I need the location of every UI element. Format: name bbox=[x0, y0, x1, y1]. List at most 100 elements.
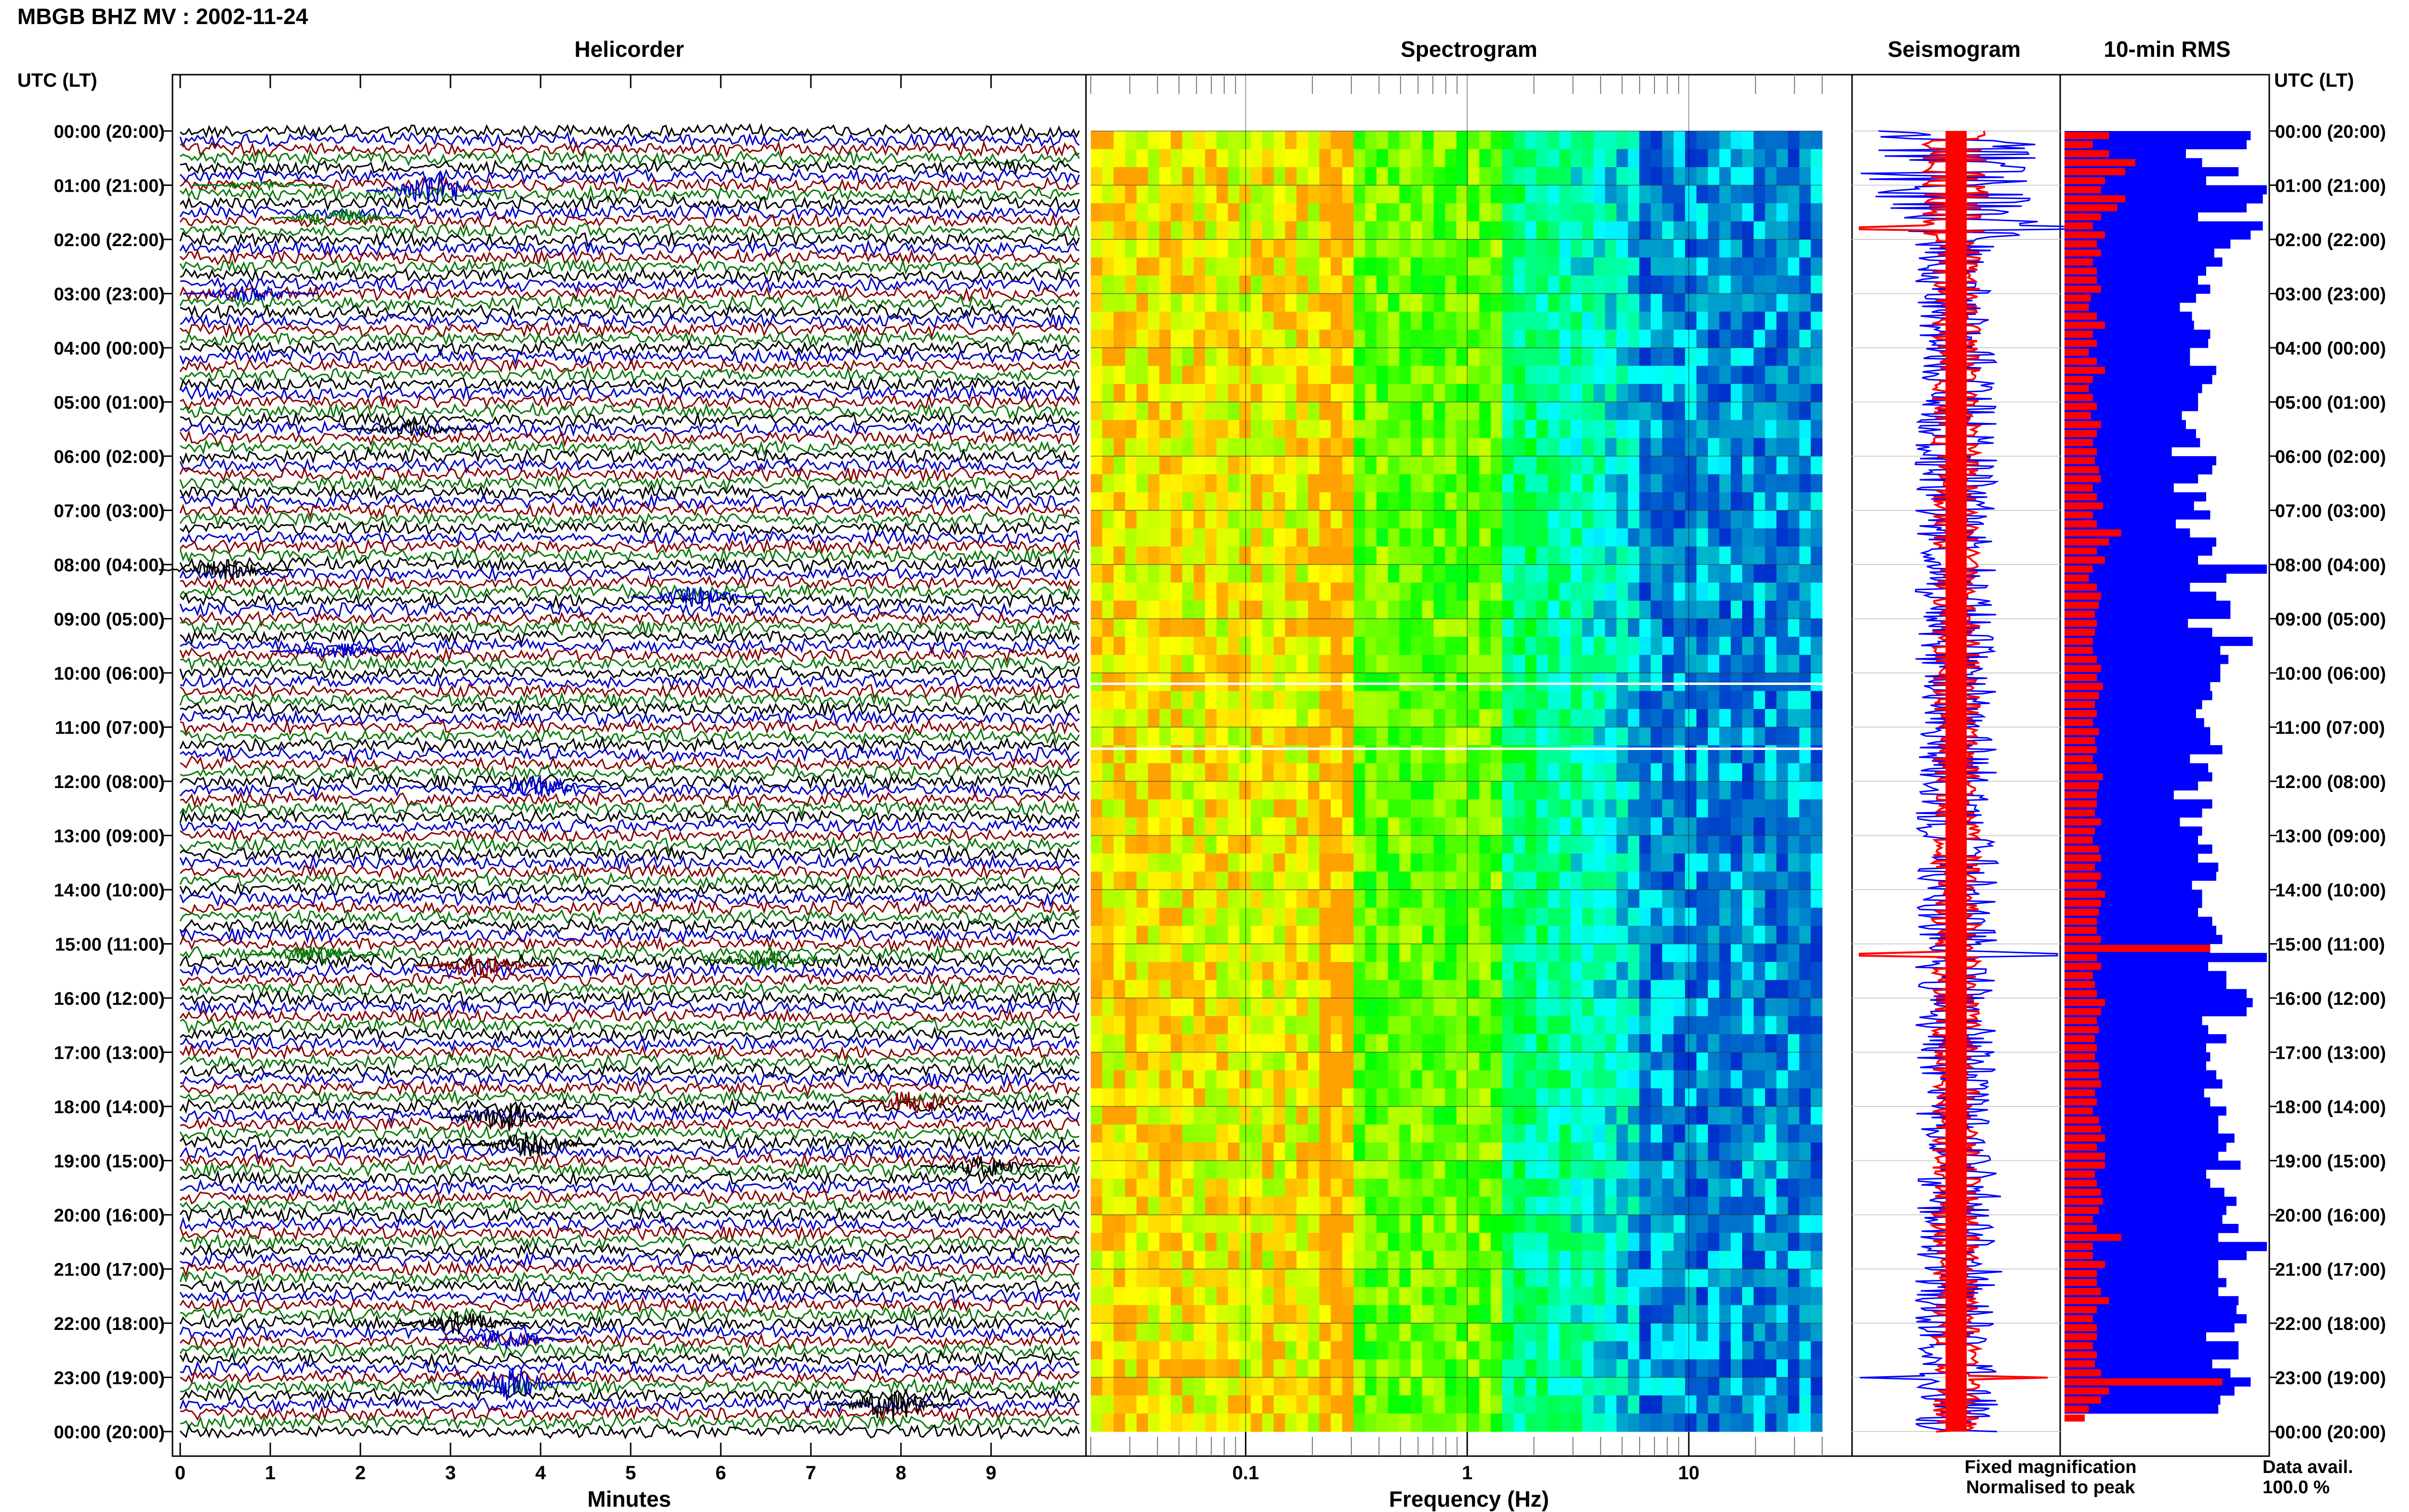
spectrogram-cell bbox=[1228, 239, 1240, 258]
spectrogram-cell bbox=[1811, 1160, 1823, 1179]
spectrogram-cell bbox=[1171, 1088, 1183, 1107]
spectrogram-cell bbox=[1296, 1323, 1309, 1342]
spectrogram-cell bbox=[1399, 1179, 1411, 1197]
spectrogram-cell bbox=[1273, 276, 1285, 294]
spectrogram-cell bbox=[1399, 1143, 1411, 1161]
spectrogram-cell bbox=[1445, 655, 1457, 673]
spectrogram-cell bbox=[1799, 817, 1811, 836]
spectrogram-cell bbox=[1753, 1143, 1765, 1161]
spectrogram-cell bbox=[1673, 276, 1685, 294]
spectrogram-cell bbox=[1205, 1016, 1217, 1035]
spectrogram-cell bbox=[1765, 980, 1777, 999]
spectrogram-cell bbox=[1216, 854, 1229, 872]
spectrogram-cell bbox=[1171, 384, 1183, 403]
spectrogram-cell bbox=[1742, 546, 1754, 565]
time-label-right: 07:00 (03:00) bbox=[2275, 501, 2386, 522]
spectrogram-cell bbox=[1513, 871, 1525, 890]
spectrogram-cell bbox=[1273, 890, 1285, 908]
spectrogram-cell bbox=[1707, 492, 1720, 511]
spectrogram-cell bbox=[1559, 998, 1571, 1017]
spectrogram-cell bbox=[1171, 1052, 1183, 1071]
spectrogram-cell bbox=[1193, 1269, 1205, 1288]
spectrogram-cell bbox=[1787, 438, 1800, 457]
spectrogram-cell bbox=[1799, 1179, 1811, 1197]
helicorder-trace-line bbox=[179, 989, 1080, 1008]
spectrogram-cell bbox=[1377, 1052, 1389, 1071]
spectrogram-cell bbox=[1296, 1160, 1309, 1179]
helicorder-trace-line bbox=[180, 519, 1080, 537]
spectrogram-cell bbox=[1205, 1070, 1217, 1089]
spectrogram-cell bbox=[1559, 131, 1571, 150]
spectrogram-cell bbox=[1205, 546, 1217, 565]
spectrogram-cell bbox=[1308, 1052, 1320, 1071]
spectrogram-cell bbox=[1285, 854, 1297, 872]
spectrogram-cell bbox=[1696, 1143, 1708, 1161]
spectrogram-cell bbox=[1193, 799, 1205, 818]
spectrogram-cell bbox=[1742, 1395, 1754, 1414]
spectrogram-cell bbox=[1765, 438, 1777, 457]
spectrogram-cell bbox=[1719, 709, 1731, 728]
spectrogram-cell bbox=[1342, 637, 1354, 656]
spectrogram-cell bbox=[1216, 1269, 1229, 1288]
spectrogram-cell bbox=[1228, 618, 1240, 637]
spectrogram-cell bbox=[1113, 1395, 1125, 1414]
spectrogram-cell bbox=[1136, 980, 1149, 999]
spectrogram-cell bbox=[1753, 1088, 1765, 1107]
spectrogram-cell bbox=[1571, 980, 1583, 999]
helicorder-trace-line bbox=[180, 619, 1080, 637]
spectrogram-cell bbox=[1787, 618, 1800, 637]
spectrogram-cell bbox=[1148, 1323, 1160, 1342]
spectrogram-cell bbox=[1411, 727, 1423, 746]
spectrogram-cell bbox=[1707, 1323, 1720, 1342]
spectrogram-cell bbox=[1296, 1179, 1309, 1197]
spectrogram-cell bbox=[1399, 637, 1411, 656]
spectrogram-cell bbox=[1308, 1196, 1320, 1215]
spectrogram-cell bbox=[1593, 727, 1605, 746]
spectrogram-cell bbox=[1377, 962, 1389, 981]
spectrogram-cell bbox=[1559, 1395, 1571, 1414]
spectrogram-cell bbox=[1513, 474, 1525, 493]
spectrogram-cell bbox=[1388, 1413, 1400, 1432]
spectrogram-cell bbox=[1559, 980, 1571, 999]
spectrogram-cell bbox=[1513, 402, 1525, 421]
spectrogram-cell bbox=[1707, 348, 1720, 367]
spectrogram-cell bbox=[1171, 1160, 1183, 1179]
spectrogram-cell bbox=[1639, 185, 1651, 204]
spectrogram-cell bbox=[1331, 1160, 1343, 1179]
spectrogram-cell bbox=[1548, 438, 1560, 457]
spectrogram-cell bbox=[1639, 673, 1651, 692]
spectrogram-cell bbox=[1605, 1395, 1617, 1414]
spectrogram-cell bbox=[1605, 1124, 1617, 1143]
spectrogram-cell bbox=[1102, 691, 1114, 710]
spectrogram-cell bbox=[1285, 1233, 1297, 1251]
spectrogram-cell bbox=[1193, 402, 1205, 421]
spectrogram-cell bbox=[1171, 637, 1183, 656]
spectrogram-cell bbox=[1593, 1088, 1605, 1107]
spectrogram-cell bbox=[1811, 1179, 1823, 1197]
spectrogram-cell bbox=[1639, 149, 1651, 168]
spectrogram-cell bbox=[1787, 1179, 1800, 1197]
spectrogram-cell bbox=[1707, 1160, 1720, 1179]
spectrogram-cell bbox=[1651, 329, 1663, 348]
spectrogram-cell bbox=[1582, 1088, 1594, 1107]
spectrogram-cell bbox=[1285, 546, 1297, 565]
spectrogram-cell bbox=[1399, 655, 1411, 673]
spectrogram-cell bbox=[1171, 565, 1183, 583]
spectrogram-cell bbox=[1433, 492, 1445, 511]
spectrogram-cell bbox=[1365, 438, 1377, 457]
spectrogram-cell bbox=[1422, 329, 1434, 348]
spectrogram-cell bbox=[1331, 763, 1343, 782]
spectrogram-cell bbox=[1502, 998, 1514, 1017]
spectrogram-cell bbox=[1342, 1070, 1354, 1089]
spectrogram-cell bbox=[1091, 1088, 1103, 1107]
spectrogram-cell bbox=[1102, 474, 1114, 493]
spectrogram-cell bbox=[1433, 167, 1445, 186]
spectrogram-cell bbox=[1582, 673, 1594, 692]
spectrogram-cell bbox=[1319, 1070, 1331, 1089]
spectrogram-cell bbox=[1776, 528, 1788, 547]
spectrogram-cell bbox=[1582, 890, 1594, 908]
spectrogram-cell bbox=[1811, 1106, 1823, 1125]
spectrogram-cell bbox=[1639, 1287, 1651, 1306]
spectrogram-cell bbox=[1685, 1124, 1697, 1143]
spectrogram-cell bbox=[1707, 131, 1720, 150]
